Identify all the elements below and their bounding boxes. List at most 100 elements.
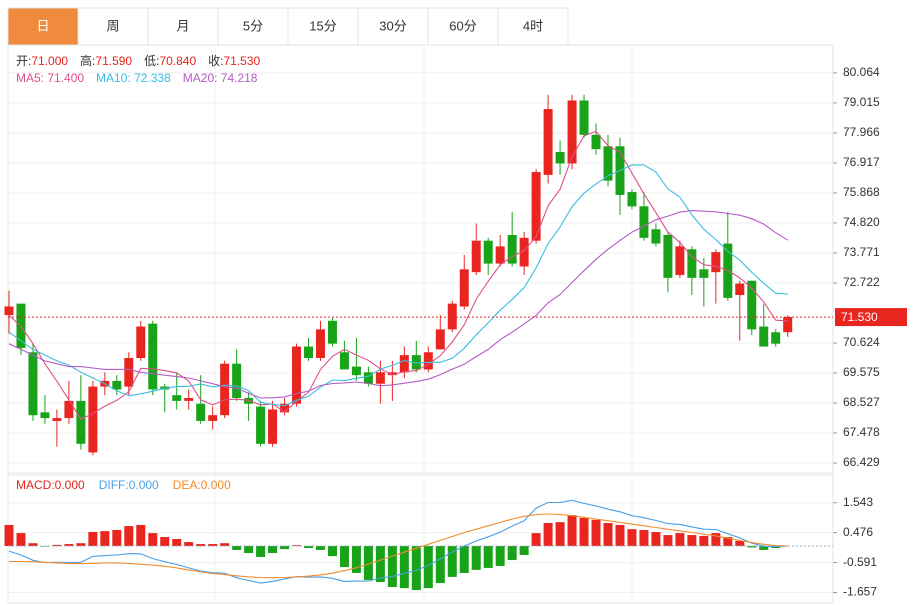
tab[interactable]: 30分 — [357, 7, 429, 46]
tab[interactable]: 60分 — [427, 7, 499, 46]
tab[interactable]: 月 — [147, 7, 219, 46]
macd-bar — [64, 544, 74, 547]
candle-body — [351, 366, 361, 376]
y-tick-label: 70.624 — [843, 335, 880, 349]
macd-bar — [615, 524, 625, 547]
candle-body — [256, 406, 266, 444]
candle-body — [735, 283, 745, 296]
candle-body — [471, 240, 481, 273]
candle-body — [64, 400, 74, 419]
candle-body — [280, 403, 290, 413]
tab-label[interactable]: 60分 — [449, 18, 476, 33]
y-tick-label: 1.543 — [843, 495, 873, 509]
macd-grid: 1.543 0.476 -0.591 -1.657 — [8, 495, 877, 599]
info-value: 71.000 — [31, 54, 68, 68]
tab-bg[interactable] — [147, 7, 219, 46]
y-tick-label: 66.429 — [843, 455, 880, 469]
macd-bar — [136, 524, 146, 547]
info-label: 收: — [208, 54, 223, 68]
tab[interactable]: 15分 — [287, 7, 359, 46]
candle-body — [124, 357, 134, 387]
macd-bar — [627, 529, 637, 547]
tab[interactable]: 4时 — [497, 7, 569, 46]
candle-body — [783, 317, 793, 333]
tab[interactable]: 周 — [77, 7, 149, 46]
tab-label[interactable]: 周 — [106, 18, 119, 33]
info-label: 开: — [16, 54, 31, 68]
y-tick-label: -1.657 — [843, 585, 877, 599]
macd-bar — [567, 515, 577, 547]
macd-bar — [723, 537, 733, 547]
y-tick-label: 73.771 — [843, 245, 880, 259]
legend-entry: MA10: 72.338 — [96, 71, 171, 85]
macd-bar — [543, 523, 553, 547]
info-value: 71.590 — [95, 54, 132, 68]
candle-body — [112, 380, 122, 390]
y-tick-label: 0.476 — [843, 525, 873, 539]
plot-area: 71.530 — [4, 94, 907, 591]
candle-body — [52, 418, 62, 421]
macd-bar — [399, 546, 409, 589]
macd-bar — [327, 546, 337, 557]
y-tick-label: 79.015 — [843, 95, 880, 109]
tab-label[interactable]: 4时 — [523, 18, 543, 33]
price-panel — [7, 44, 834, 474]
candle-body — [771, 332, 781, 344]
macd-bar — [339, 546, 349, 568]
candle-body — [543, 109, 553, 175]
macd-bar — [375, 546, 385, 582]
info-value: 71.530 — [223, 54, 260, 68]
macd-bar — [675, 533, 685, 547]
macd-bar — [591, 519, 601, 547]
candle-body — [76, 400, 86, 444]
candle-body — [519, 237, 529, 267]
macd-bar — [687, 535, 697, 547]
tab-bg[interactable] — [357, 7, 429, 46]
candle-body — [459, 269, 469, 307]
macd-bar — [495, 546, 505, 566]
tab-bar: 日 周 月 5分 15分 30分 60分 4时 — [7, 7, 569, 46]
macd-bar — [471, 546, 481, 570]
candle-body — [663, 234, 673, 278]
tab-bg[interactable] — [77, 7, 149, 46]
macd-bar — [244, 546, 254, 554]
legend: 开: 71.000 高: 71.590 低: 70.840 收: 71.530 MA5: 71.… — [16, 53, 261, 492]
tab-label[interactable]: 15分 — [309, 18, 336, 33]
macd-bar — [351, 546, 361, 573]
candle-body — [495, 246, 505, 264]
tab-label[interactable]: 月 — [176, 18, 189, 33]
tab[interactable]: 日 — [7, 7, 79, 46]
y-tick-label: 72.722 — [843, 275, 880, 289]
y-tick-label: 74.820 — [843, 215, 880, 229]
macd-bar — [52, 544, 62, 547]
candle-body — [88, 386, 98, 453]
tab-label[interactable]: 5分 — [243, 18, 263, 33]
legend-entry: DEA:0.000 — [173, 478, 231, 492]
macd-bar — [423, 546, 433, 589]
y-tick-label: 80.064 — [843, 65, 880, 79]
tab[interactable]: 5分 — [217, 7, 289, 46]
macd-bar — [220, 543, 230, 547]
tab-label[interactable]: 30分 — [379, 18, 406, 33]
macd-bar — [280, 546, 290, 550]
candle-body — [40, 412, 50, 419]
tab-label[interactable]: 日 — [36, 18, 49, 33]
candle-body — [28, 352, 38, 416]
tab-bg[interactable] — [7, 7, 79, 46]
tab-bg[interactable] — [497, 7, 569, 46]
price-grid: 80.064 79.015 77.966 76.917 75.868 74.820 73.7… — [8, 65, 880, 469]
y-tick-label: 69.575 — [843, 365, 880, 379]
macd-bar — [459, 546, 469, 573]
candle-body — [399, 355, 409, 373]
candle-body — [687, 249, 697, 278]
macd-bar — [363, 546, 373, 580]
candle-body — [339, 352, 349, 370]
candle-body — [603, 146, 613, 181]
candle-body — [387, 372, 397, 376]
line-series — [8, 164, 788, 407]
candle-body — [184, 398, 194, 401]
candle-body — [172, 395, 182, 401]
macd-bar — [507, 546, 517, 561]
